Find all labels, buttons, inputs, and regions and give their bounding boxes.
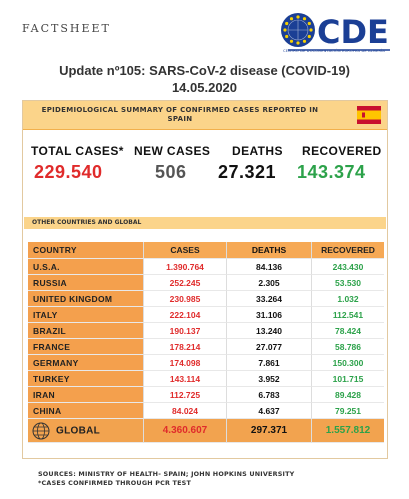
recovered-cell: 58.786	[311, 339, 384, 355]
table-row: BRAZIL 190.137 13.240 78.424	[28, 323, 384, 339]
column-header-country: COUNTRY	[28, 242, 143, 259]
logo-subtitle: CENTRO DE DOCUMENTACIÓN EUROPEA DE ALMER…	[283, 49, 385, 53]
summary-heading-band: EPIDEMIOLOGICAL SUMMARY OF CONFIRMED CAS…	[23, 101, 387, 130]
country-cell: U.S.A.	[28, 259, 143, 275]
recovered-cell: 1.032	[311, 291, 384, 307]
cases-cell: 143.114	[143, 371, 226, 387]
country-cell: TURKEY	[28, 371, 143, 387]
country-cell: RUSSIA	[28, 275, 143, 291]
deaths-cell: 13.240	[226, 323, 311, 339]
cases-cell: 174.098	[143, 355, 226, 371]
recovered-cell: 243.430	[311, 259, 384, 275]
factsheet-label: FACTSHEET	[22, 22, 111, 35]
sources-line: SOURCES: MINISTRY OF HEALTH- SPAIN; JOHN…	[38, 470, 295, 478]
country-cell: BRAZIL	[28, 323, 143, 339]
country-cell: UNITED KINGDOM	[28, 291, 143, 307]
cases-cell: 84.024	[143, 403, 226, 419]
recovered-cell: 53.530	[311, 275, 384, 291]
global-label: GLOBAL	[56, 425, 101, 436]
cases-cell: 178.214	[143, 339, 226, 355]
deaths-cell: 6.783	[226, 387, 311, 403]
table-row: TURKEY 143.114 3.952 101.715	[28, 371, 384, 387]
update-date: 14.05.2020	[171, 80, 238, 95]
update-title: Update nº105: SARS-CoV-2 disease (COVID-…	[59, 63, 350, 78]
deaths-cell: 31.106	[226, 307, 311, 323]
deaths-cell: 84.136	[226, 259, 311, 275]
global-deaths: 297.371	[226, 419, 311, 443]
page-title: Update nº105: SARS-CoV-2 disease (COVID-…	[0, 62, 409, 96]
country-cell: GERMANY	[28, 355, 143, 371]
table-row: RUSSIA 252.245 2.305 53.530	[28, 275, 384, 291]
new-cases-label: NEW CASES	[134, 144, 211, 158]
table-row: IRAN 112.725 6.783 89.428	[28, 387, 384, 403]
deaths-cell: 2.305	[226, 275, 311, 291]
column-header-cases: CASES	[143, 242, 226, 259]
recovered-cell: 101.715	[311, 371, 384, 387]
spain-flag-icon	[357, 106, 381, 124]
cases-cell: 1.390.764	[143, 259, 226, 275]
cases-cell: 222.104	[143, 307, 226, 323]
deaths-cell: 27.077	[226, 339, 311, 355]
deaths-cell: 3.952	[226, 371, 311, 387]
recovered-cell: 112.541	[311, 307, 384, 323]
total-cases-label: TOTAL CASES*	[31, 144, 124, 158]
sources-note: SOURCES: MINISTRY OF HEALTH- SPAIN; JOHN…	[38, 470, 294, 488]
table-row: UNITED KINGDOM 230.985 33.264 1.032	[28, 291, 384, 307]
country-cell: ITALY	[28, 307, 143, 323]
deaths-value: 27.321	[218, 162, 277, 182]
pcr-footnote: *CASES CONFIRMED THROUGH PCR TEST	[38, 479, 192, 487]
summary-heading: EPIDEMIOLOGICAL SUMMARY OF CONFIRMED CAS…	[41, 106, 319, 123]
table-row: GERMANY 174.098 7.861 150.300	[28, 355, 384, 371]
global-recovered: 1.557.812	[311, 419, 384, 443]
new-cases-value: 506	[155, 162, 187, 182]
recovered-label: RECOVERED	[302, 144, 382, 158]
recovered-cell: 79.251	[311, 403, 384, 419]
country-cell: CHINA	[28, 403, 143, 419]
svg-text:CDE: CDE	[317, 13, 389, 51]
cases-cell: 112.725	[143, 387, 226, 403]
column-header-recovered: RECOVERED	[311, 242, 384, 259]
deaths-cell: 7.861	[226, 355, 311, 371]
recovered-cell: 150.300	[311, 355, 384, 371]
cases-cell: 190.137	[143, 323, 226, 339]
global-row: GLOBAL 4.360.607 297.371 1.557.812	[28, 419, 384, 443]
other-countries-heading: OTHER COUNTRIES AND GLOBAL	[32, 219, 142, 226]
recovered-cell: 89.428	[311, 387, 384, 403]
deaths-cell: 4.637	[226, 403, 311, 419]
deaths-cell: 33.264	[226, 291, 311, 307]
cases-cell: 230.985	[143, 291, 226, 307]
recovered-value: 143.374	[297, 162, 366, 182]
global-label-cell: GLOBAL	[28, 419, 143, 443]
country-cell: FRANCE	[28, 339, 143, 355]
cde-logo: CDE	[281, 13, 390, 51]
column-header-deaths: DEATHS	[226, 242, 311, 259]
table-header-row: COUNTRY CASES DEATHS RECOVERED	[28, 242, 384, 259]
globe-icon	[32, 422, 50, 439]
other-countries-band: OTHER COUNTRIES AND GLOBAL	[24, 217, 386, 229]
cases-cell: 252.245	[143, 275, 226, 291]
table-row: CHINA 84.024 4.637 79.251	[28, 403, 384, 419]
table-row: U.S.A. 1.390.764 84.136 243.430	[28, 259, 384, 275]
table-row: ITALY 222.104 31.106 112.541	[28, 307, 384, 323]
recovered-cell: 78.424	[311, 323, 384, 339]
country-cell: IRAN	[28, 387, 143, 403]
deaths-label: DEATHS	[232, 144, 283, 158]
countries-table: COUNTRY CASES DEATHS RECOVERED U.S.A. 1.3…	[28, 242, 384, 443]
table-row: FRANCE 178.214 27.077 58.786	[28, 339, 384, 355]
total-cases-value: 229.540	[34, 162, 103, 182]
global-cases: 4.360.607	[143, 419, 226, 443]
